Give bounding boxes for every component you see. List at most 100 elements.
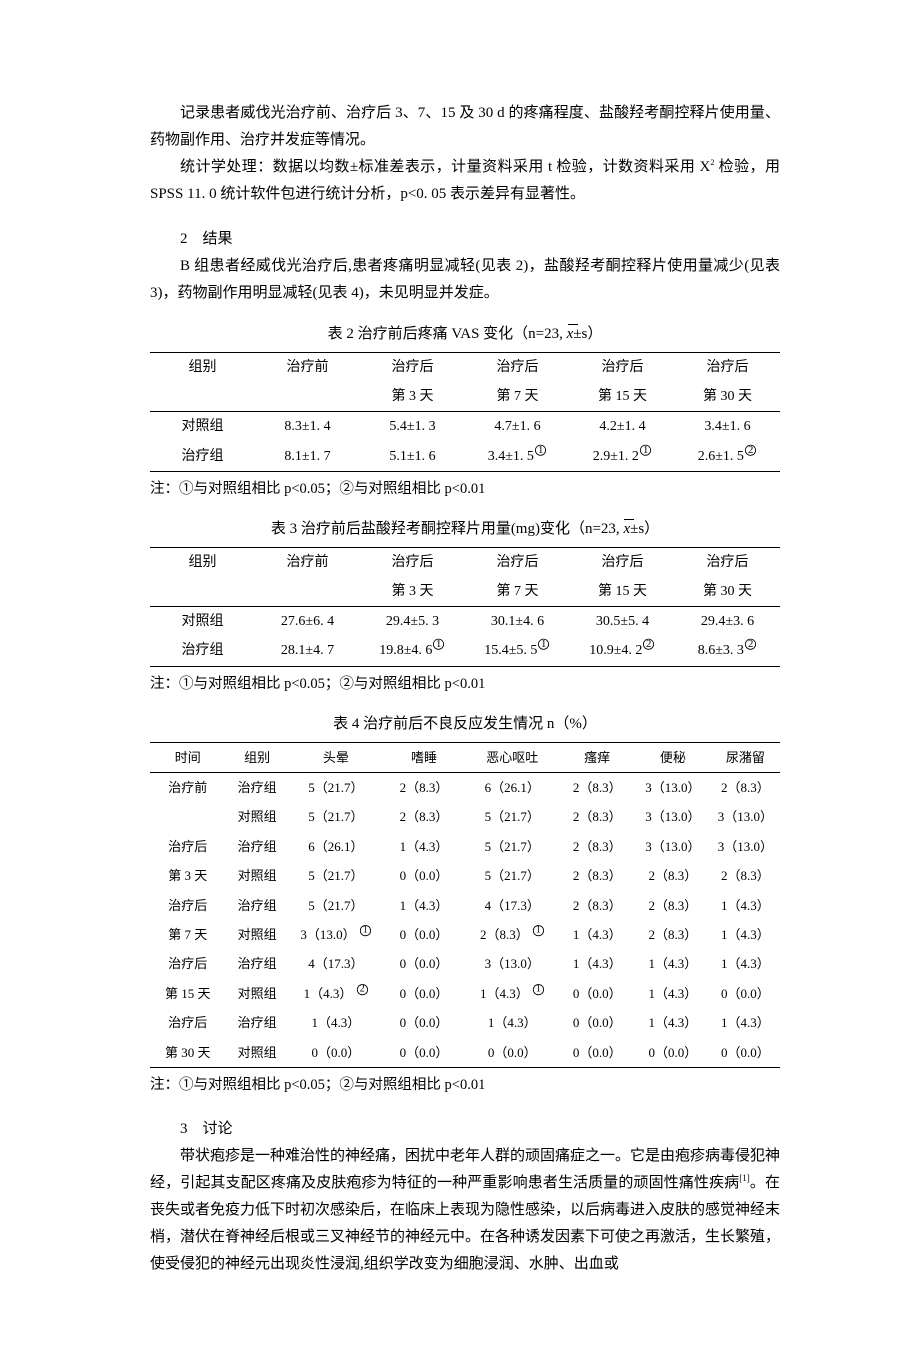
- value-cell: 2（8.3）: [559, 861, 635, 890]
- col-header: 头晕: [289, 742, 384, 772]
- table2-title-post: ±s）: [573, 326, 602, 342]
- col-header: 组别: [150, 547, 255, 577]
- col-subheader: 第 3 天: [360, 382, 465, 412]
- col-header: 治疗后: [675, 547, 780, 577]
- col-subheader: 第 30 天: [675, 382, 780, 412]
- col-header: 治疗前: [255, 547, 360, 577]
- para-stats-a: 统计学处理：数据以均数±标准差表示，计量资料采用 t 检验，计数资料采用 X: [180, 159, 710, 175]
- value-cell: 8.6±3. 32: [675, 636, 780, 666]
- group-cell: 对照组: [226, 802, 289, 831]
- table2-note: 注：①与对照组相比 p<0.05；②与对照组相比 p<0.01: [150, 476, 780, 502]
- value-cell: 5（21.7）: [289, 891, 384, 920]
- value-cell: 4（17.3）: [289, 949, 384, 978]
- group-cell: 治疗组: [226, 1008, 289, 1037]
- value-cell: 2.9±1. 21: [570, 442, 675, 472]
- value-cell: 2.6±1. 52: [675, 442, 780, 472]
- col-header: 时间: [150, 742, 226, 772]
- value-cell: 0（0.0）: [465, 1038, 560, 1068]
- reference-1: [1]: [739, 1173, 750, 1183]
- table3-note: 注：①与对照组相比 p<0.05；②与对照组相比 p<0.01: [150, 671, 780, 697]
- value-cell: 1（4.3）: [383, 891, 465, 920]
- value-cell: 1（4.3）: [635, 949, 711, 978]
- para-stats: 统计学处理：数据以均数±标准差表示，计量资料采用 t 检验，计数资料采用 X2 …: [150, 154, 780, 208]
- value-cell: 0（0.0）: [383, 1008, 465, 1037]
- col-subheader: 第 15 天: [570, 382, 675, 412]
- col-header: 治疗后: [360, 547, 465, 577]
- value-cell: 28.1±4. 7: [255, 636, 360, 666]
- value-cell: 8.1±1. 7: [255, 442, 360, 472]
- value-cell: 2（8.3）: [383, 802, 465, 831]
- col-header: 嗜睡: [383, 742, 465, 772]
- col-subheader: 第 30 天: [675, 577, 780, 607]
- value-cell: 19.8±4. 61: [360, 636, 465, 666]
- group-cell: 对照组: [226, 920, 289, 949]
- group-cell: 治疗组: [226, 773, 289, 803]
- value-cell: 2（8.3）: [635, 891, 711, 920]
- col-subheader: 第 7 天: [465, 577, 570, 607]
- value-cell: 5（21.7）: [289, 802, 384, 831]
- value-cell: 6（26.1）: [289, 832, 384, 861]
- table3-title-post: ±s）: [630, 521, 659, 537]
- value-cell: 5（21.7）: [289, 773, 384, 803]
- value-cell: 5（21.7）: [465, 832, 560, 861]
- col-header: 治疗后: [465, 353, 570, 383]
- col-subheader: [255, 382, 360, 412]
- value-cell: 8.3±1. 4: [255, 412, 360, 442]
- value-cell: 2（8.3）: [711, 861, 780, 890]
- col-header: 治疗后: [465, 547, 570, 577]
- value-cell: 10.9±4. 22: [570, 636, 675, 666]
- table4-title: 表 4 治疗前后不良反应发生情况 n（%）: [150, 711, 780, 738]
- group-cell: 治疗组: [150, 636, 255, 666]
- value-cell: 1（4.3）: [383, 832, 465, 861]
- value-cell: 29.4±3. 6: [675, 607, 780, 637]
- value-cell: 3（13.0）: [635, 802, 711, 831]
- value-cell: 2（8.3）: [559, 832, 635, 861]
- col-header: 瘙痒: [559, 742, 635, 772]
- value-cell: 30.5±5. 4: [570, 607, 675, 637]
- col-header: 组别: [150, 353, 255, 383]
- value-cell: 1（4.3）: [635, 1008, 711, 1037]
- value-cell: 0（0.0）: [711, 1038, 780, 1068]
- value-cell: 3（13.0） 1: [289, 920, 384, 949]
- value-cell: 1（4.3） 1: [465, 979, 560, 1008]
- value-cell: 3（13.0）: [635, 773, 711, 803]
- time-cell: 第 3 天: [150, 861, 226, 890]
- col-header: 治疗前: [255, 353, 360, 383]
- value-cell: 0（0.0）: [559, 1038, 635, 1068]
- value-cell: 1（4.3）: [559, 920, 635, 949]
- col-header: 尿潴留: [711, 742, 780, 772]
- section-2-head: 2 结果: [150, 226, 780, 253]
- value-cell: 29.4±5. 3: [360, 607, 465, 637]
- value-cell: 2（8.3）: [559, 773, 635, 803]
- xbar-icon: x: [567, 326, 574, 342]
- value-cell: 0（0.0）: [383, 979, 465, 1008]
- value-cell: 0（0.0）: [289, 1038, 384, 1068]
- time-cell: 第 30 天: [150, 1038, 226, 1068]
- value-cell: 1（4.3）: [289, 1008, 384, 1037]
- value-cell: 4.7±1. 6: [465, 412, 570, 442]
- col-header: 治疗后: [570, 353, 675, 383]
- value-cell: 4.2±1. 4: [570, 412, 675, 442]
- col-subheader: [255, 577, 360, 607]
- value-cell: 6（26.1）: [465, 773, 560, 803]
- col-subheader: 第 15 天: [570, 577, 675, 607]
- value-cell: 1（4.3）: [635, 979, 711, 1008]
- value-cell: 0（0.0）: [559, 1008, 635, 1037]
- value-cell: 5.4±1. 3: [360, 412, 465, 442]
- group-cell: 治疗组: [226, 949, 289, 978]
- table4-note: 注：①与对照组相比 p<0.05；②与对照组相比 p<0.01: [150, 1072, 780, 1098]
- value-cell: 0（0.0）: [383, 861, 465, 890]
- value-cell: 0（0.0）: [559, 979, 635, 1008]
- col-header: 治疗后: [360, 353, 465, 383]
- time-cell: 治疗后: [150, 949, 226, 978]
- value-cell: 3（13.0）: [711, 832, 780, 861]
- value-cell: 3.4±1. 51: [465, 442, 570, 472]
- value-cell: 2（8.3） 1: [465, 920, 560, 949]
- table3-title: 表 3 治疗前后盐酸羟考酮控释片用量(mg)变化（n=23, x±s）: [150, 516, 780, 543]
- group-cell: 治疗组: [226, 832, 289, 861]
- col-subheader: [150, 382, 255, 412]
- value-cell: 15.4±5. 51: [465, 636, 570, 666]
- section-3-head: 3 讨论: [150, 1116, 780, 1143]
- col-subheader: 第 7 天: [465, 382, 570, 412]
- col-subheader: 第 3 天: [360, 577, 465, 607]
